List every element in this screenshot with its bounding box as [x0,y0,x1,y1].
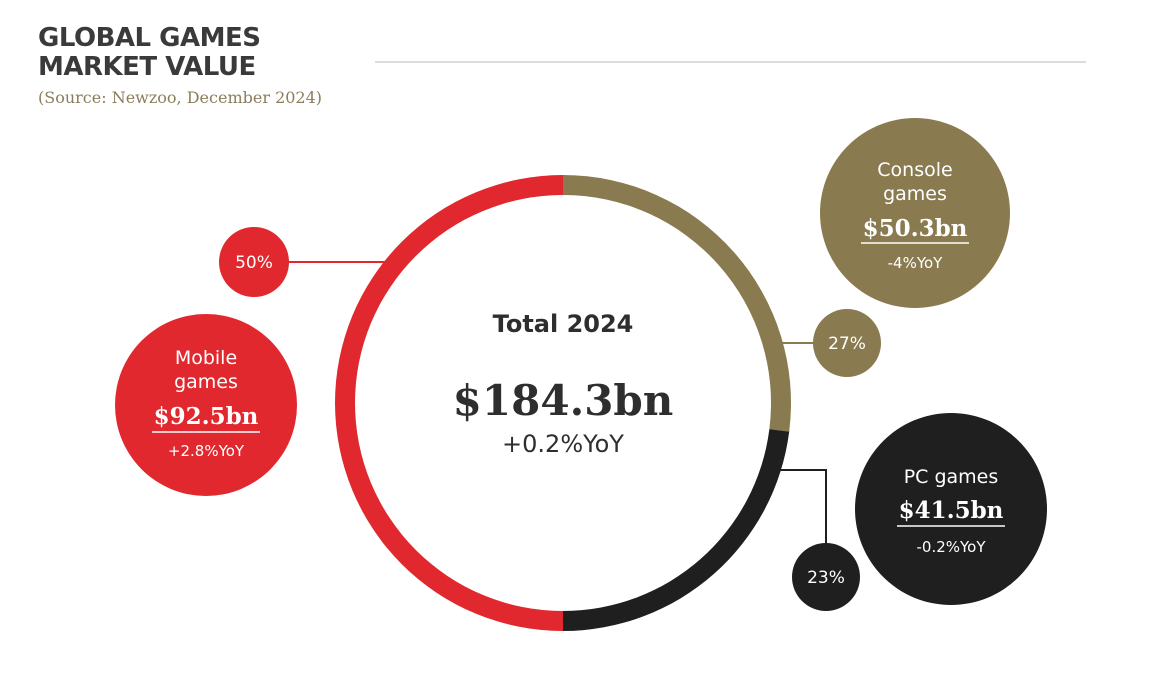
chart-title: GLOBAL GAMES MARKET VALUE [38,23,261,82]
share-bubble-pc: 23% [792,543,860,611]
segment-value-mobile: $92.5bn [154,403,259,430]
share-label-mobile: 50% [235,253,273,273]
donut-segment-console [563,175,791,432]
segment-name-console-line1: Console [877,159,952,181]
segment-yoy-mobile: +2.8%YoY [168,442,245,460]
segment-bubble-mobile: Mobile games $92.5bn +2.8%YoY [115,314,297,496]
title-line-1: GLOBAL GAMES [38,23,261,53]
title-line-2: MARKET VALUE [38,52,256,82]
center-total-yoy: +0.2%YoY [502,430,624,458]
connector-pc [772,469,827,548]
segment-name-mobile-line1: Mobile [175,347,237,369]
segment-name-console-line2: games [883,183,947,205]
share-label-console: 27% [828,334,866,354]
segment-yoy-console: -4%YoY [888,254,944,272]
header-divider [375,61,1086,63]
share-label-pc: 23% [807,568,845,588]
center-total-value: $184.3bn [453,376,674,425]
center-title: Total 2024 [493,310,634,338]
source-note: (Source: Newzoo, December 2024) [38,88,323,107]
donut-segment-pc [563,429,790,631]
segment-name-pc: PC games [904,466,999,488]
segment-value-console: $50.3bn [863,215,968,242]
segment-bubble-console: Console games $50.3bn -4%YoY [820,118,1010,308]
segment-value-pc: $41.5bn [899,497,1004,524]
segment-name-mobile-line2: games [174,371,238,393]
share-bubble-console: 27% [813,309,881,377]
segment-bubble-pc: PC games $41.5bn -0.2%YoY [855,413,1047,605]
segment-yoy-pc: -0.2%YoY [916,538,986,556]
share-bubble-mobile: 50% [219,227,289,297]
